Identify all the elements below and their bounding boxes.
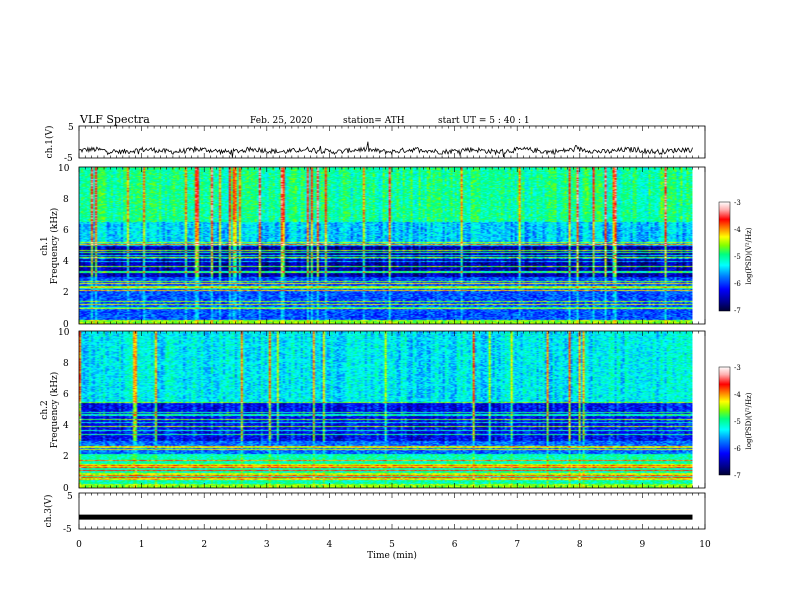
ch1-cbar-tick-3: -3 <box>734 199 741 207</box>
ch1-ytick-bottom: -5 <box>64 154 73 164</box>
time-tick-label-10: 10 <box>699 540 711 550</box>
ch1-colorbar-label: log(PSD)(V²/Hz) <box>745 227 753 284</box>
time-tick-label-4: 4 <box>327 540 333 550</box>
ch3-waveform-frame <box>78 492 706 530</box>
ch3-ytick-bottom: -5 <box>63 525 72 535</box>
ch1-colorbar <box>718 201 731 312</box>
time-axis-tick-labels: 0 1 2 3 4 5 6 7 8 9 10 <box>76 540 711 550</box>
ch2-freq-tick-6: 6 <box>63 390 69 400</box>
ch2-freq-tick-4: 4 <box>63 421 69 431</box>
ch2-colorbar-label: log(PSD)(V²/Hz) <box>745 392 753 449</box>
ch1-cbar-tick-4: -4 <box>734 226 741 234</box>
ch1-channel-label: ch.1 <box>40 236 50 255</box>
ch1-frequency-ticks: 0 2 4 6 8 10 <box>58 164 70 330</box>
ch2-spectrogram-panel: 0 2 4 6 8 10 ch.2 Frequency (kHz) -3 -4 … <box>40 328 753 494</box>
ch2-cbar-tick-6: -6 <box>734 445 741 453</box>
ch1-frequency-label: Frequency (kHz) <box>49 208 60 285</box>
time-axis-label: Time (min) <box>367 550 417 561</box>
ch3-time-ticks <box>78 493 706 529</box>
ch1-cbar-tick-6: -6 <box>734 280 741 288</box>
ch1-freq-tick-4: 4 <box>63 257 69 267</box>
ch2-cbar-tick-7: -7 <box>734 472 741 480</box>
time-tick-label-7: 7 <box>514 540 520 550</box>
ch1-time-ticks <box>78 126 706 158</box>
time-tick-label-1: 1 <box>139 540 145 550</box>
ch1-waveform-trace <box>79 141 693 158</box>
ch3-waveform-panel: 5 -5 ch.3(V) <box>43 492 706 535</box>
ch2-cbar-tick-4: -4 <box>734 391 741 399</box>
ch1-waveform-panel: 5 -5 ch.1(V) <box>44 123 706 164</box>
ch2-freq-tick-8: 8 <box>63 359 69 369</box>
ch2-freq-tick-0: 0 <box>63 484 69 494</box>
ch2-channel-label: ch.2 <box>40 400 50 419</box>
time-tick-label-9: 9 <box>640 540 646 550</box>
time-tick-label-3: 3 <box>264 540 270 550</box>
ch1-spectrogram-image <box>79 167 693 324</box>
ch1-freq-tick-0: 0 <box>63 320 69 330</box>
time-tick-label-0: 0 <box>76 540 82 550</box>
time-tick-label-6: 6 <box>452 540 458 550</box>
ch1-ylabel: ch.1(V) <box>44 126 55 159</box>
ch2-cbar-tick-3: -3 <box>734 364 741 372</box>
ch1-cbar-tick-5: -5 <box>734 253 741 261</box>
date-label: Feb. 25, 2020 <box>250 116 313 126</box>
ch1-freq-tick-10: 10 <box>58 164 70 174</box>
ch1-ytick-top: 5 <box>68 123 74 133</box>
station-label: station= ATH <box>343 116 405 126</box>
figure-title: VLF Spectra <box>79 113 150 126</box>
time-tick-label-8: 8 <box>577 540 583 550</box>
time-tick-label-5: 5 <box>389 540 395 550</box>
start-ut-label: start UT = 5 : 40 : 1 <box>438 116 530 126</box>
ch2-frequency-ticks: 0 2 4 6 8 10 <box>58 328 70 494</box>
ch3-ytick-top: 5 <box>67 492 73 502</box>
ch2-frequency-label: Frequency (kHz) <box>49 372 60 449</box>
ch2-freq-tick-2: 2 <box>63 452 69 462</box>
time-tick-label-2: 2 <box>201 540 207 550</box>
ch2-freq-tick-10: 10 <box>58 328 70 338</box>
ch2-spectrogram-image <box>79 331 693 488</box>
ch2-colorbar <box>718 366 731 476</box>
ch1-cbar-tick-7: -7 <box>734 307 741 315</box>
ch1-freq-tick-2: 2 <box>63 288 69 298</box>
ch2-cbar-tick-5: -5 <box>734 418 741 426</box>
ch1-spectrogram-time-ticks <box>78 167 706 324</box>
ch1-freq-tick-6: 6 <box>63 226 69 236</box>
ch1-freq-tick-8: 8 <box>63 195 69 205</box>
ch3-ylabel: ch.3(V) <box>43 495 54 528</box>
ch3-waveform-trace <box>79 514 693 520</box>
ch2-spectrogram-time-ticks <box>78 331 706 488</box>
ch1-spectrogram-panel: 0 2 4 6 8 10 ch.1 Frequency (kHz) <box>40 164 753 330</box>
